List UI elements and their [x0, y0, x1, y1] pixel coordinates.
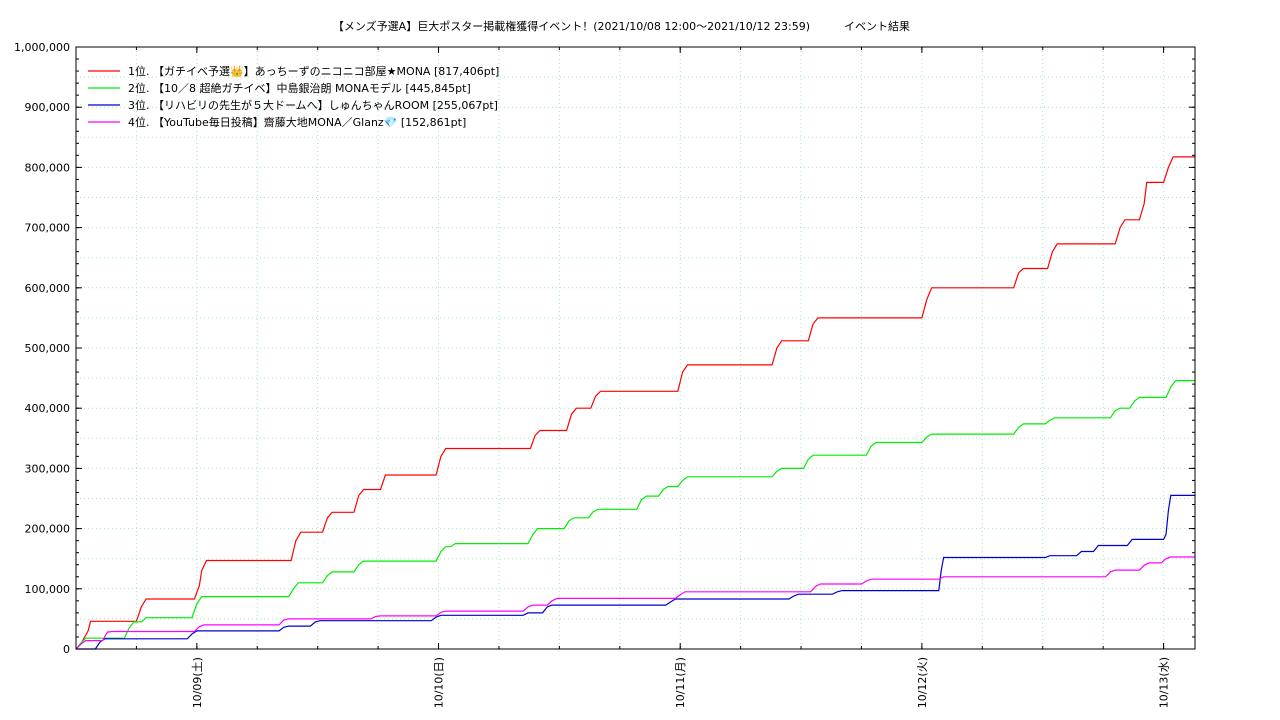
x-tick-label: 10/13(水) — [1158, 657, 1171, 708]
y-tick-label: 400,000 — [25, 402, 71, 415]
tick-layer: 0 100,000 200,000 300,000 400,000 500,000 600,… — [14, 41, 1195, 708]
series-line-1 — [75, 156, 1195, 650]
series-line-4 — [75, 556, 1195, 650]
legend-label-3: 3位. 【リハビリの先生が５大ドームへ】しゅんちゃんROOM [255,067p… — [128, 98, 498, 112]
x-tick-label: 10/11(月) — [674, 657, 687, 708]
grid-layer — [75, 47, 1195, 649]
y-tick-label: 900,000 — [25, 101, 71, 114]
legend-label-1: 1位. 【ガチイベ予選👑】あっちーずのニコニコ部屋★MONA [817,406p… — [128, 64, 499, 78]
y-tick-label: 200,000 — [25, 523, 71, 536]
y-tick-label: 700,000 — [25, 222, 71, 235]
y-tick-label: 500,000 — [25, 342, 71, 355]
y-tick-label: 800,000 — [25, 161, 71, 174]
y-tick-label: 100,000 — [25, 583, 71, 596]
x-tick-label: 10/09(土) — [191, 657, 204, 708]
chart-title: 【メンズ予選A】巨大ポスター掲載権獲得イベント！(2021/10/08 12:0… — [333, 19, 810, 33]
series-layer — [75, 156, 1195, 650]
y-tick-label: 1,000,000 — [14, 41, 70, 54]
plot-frame — [75, 46, 1196, 650]
chart-subtitle: イベント結果 — [844, 19, 910, 33]
y-tick-label: 600,000 — [25, 282, 71, 295]
legend-label-2: 2位. 【10／8 超絶ガチイベ】中島銀治朗 MONAモデル [445,845p… — [128, 81, 471, 95]
legend-label-4: 4位. 【YouTube毎日投稿】齋藤大地MONA／Glanz💎 [152,86… — [128, 115, 466, 129]
y-tick-label: 0 — [63, 643, 70, 656]
series-line-3 — [76, 494, 1195, 650]
series-line-2 — [75, 380, 1195, 650]
x-tick-label: 10/12(火) — [916, 657, 929, 708]
y-tick-label: 300,000 — [25, 462, 71, 475]
legend: 1位. 【ガチイベ予選👑】あっちーずのニコニコ部屋★MONA [817,406p… — [88, 64, 499, 129]
x-tick-label: 10/10(日) — [433, 657, 446, 708]
